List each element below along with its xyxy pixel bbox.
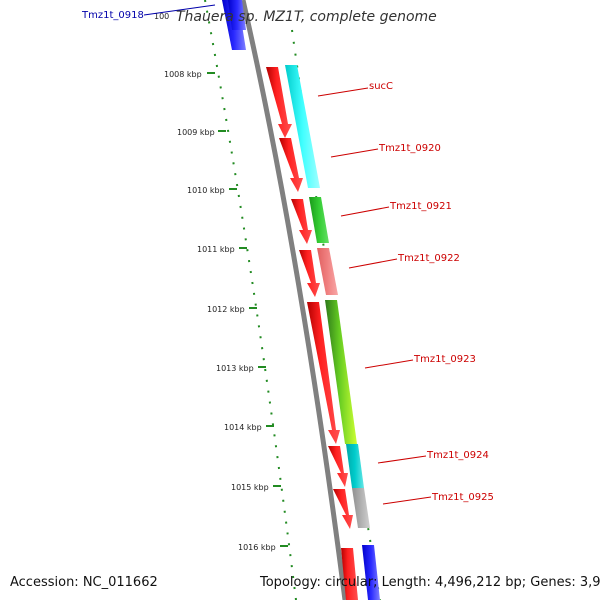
gene-labels: Tmz1t_0918 sucC Tmz1t_0920 Tmz1t_0921 Tm… <box>81 4 494 505</box>
gene-label-Tmz1t_0923[interactable]: Tmz1t_0923 <box>413 354 476 365</box>
gene-arrow-Tmz1t_0918[interactable] <box>228 0 246 30</box>
tick-label-1009: 1009 kbp <box>177 128 215 137</box>
leader-line-Tmz1t_0920 <box>330 148 379 158</box>
tick-label-1008: 1008 kbp <box>164 70 202 79</box>
leader-line-Tmz1t_0922 <box>348 258 398 269</box>
gene-arrows <box>228 0 358 600</box>
tick-label-1014: 1014 kbp <box>224 423 262 432</box>
tick-label-1013: 1013 kbp <box>216 364 254 373</box>
backbone-arc <box>240 0 348 600</box>
leader-line-Tmz1t_0923 <box>364 359 414 369</box>
leader-line-Tmz1t_0921 <box>340 206 390 217</box>
leader-line-Tmz1t_0924 <box>377 455 427 464</box>
tick-label-top-partial: 100 <box>154 12 169 21</box>
gene-label-Tmz1t_0924[interactable]: Tmz1t_0924 <box>426 450 489 461</box>
genome-summary-text: Topology: circular; Length: 4,496,212 bp… <box>260 575 600 590</box>
gene-arrow-Tmz1t_0925[interactable] <box>333 489 353 529</box>
gene-arrow-Tmz1t_0923[interactable] <box>307 302 340 444</box>
gene-arrow-Tmz1t_0922[interactable] <box>299 250 320 297</box>
category-segment-gray <box>352 488 370 528</box>
category-segment-lime <box>325 300 357 444</box>
category-segment-green <box>309 197 329 243</box>
gene-arrow-bottom <box>341 548 358 600</box>
gene-arrow-Tmz1t_0920[interactable] <box>279 138 303 192</box>
gene-label-Tmz1t_0922[interactable]: Tmz1t_0922 <box>397 253 460 264</box>
tick-label-1010: 1010 kbp <box>187 186 225 195</box>
gene-arrow-sucC[interactable] <box>266 67 292 138</box>
tick-label-1016: 1016 kbp <box>238 543 276 552</box>
leader-line-sucC <box>317 87 369 97</box>
category-segment-blue-bottom <box>362 545 380 600</box>
gene-arrow-Tmz1t_0924[interactable] <box>328 446 348 487</box>
gene-label-Tmz1t_0921[interactable]: Tmz1t_0921 <box>389 201 452 212</box>
leader-line-Tmz1t_0918 <box>143 4 216 16</box>
gene-label-sucC[interactable]: sucC <box>369 81 393 92</box>
tick-label-1011: 1011 kbp <box>197 245 235 254</box>
leader-line-Tmz1t_0925 <box>382 496 432 505</box>
category-segment-teal <box>346 444 364 488</box>
gene-label-Tmz1t_0925[interactable]: Tmz1t_0925 <box>431 492 494 503</box>
tick-label-1012: 1012 kbp <box>207 305 245 314</box>
accession-text: Accession: NC_011662 <box>10 575 158 590</box>
gene-label-Tmz1t_0920[interactable]: Tmz1t_0920 <box>378 143 441 154</box>
gene-label-Tmz1t_0918[interactable]: Tmz1t_0918 <box>81 10 144 21</box>
gene-arrow-Tmz1t_0921[interactable] <box>291 199 312 244</box>
inner-tick-ring <box>204 0 297 600</box>
map-title: Thauera sp. MZ1T, complete genome <box>176 9 437 25</box>
category-segment-pink <box>317 248 338 295</box>
tick-label-1015: 1015 kbp <box>231 483 269 492</box>
tick-group: 1008 kbp 1009 kbp 1010 kbp 1011 kbp 1012… <box>154 12 288 552</box>
category-segment-cyan <box>285 65 320 188</box>
